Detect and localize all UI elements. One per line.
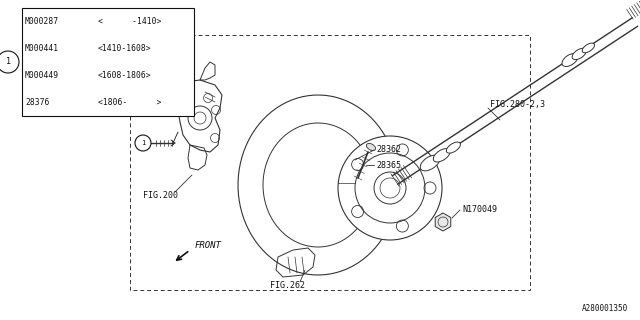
Text: 28362: 28362 bbox=[376, 146, 401, 155]
Text: M000287: M000287 bbox=[25, 17, 59, 26]
Text: N170049: N170049 bbox=[462, 205, 497, 214]
Text: 28365: 28365 bbox=[376, 161, 401, 170]
Text: 1: 1 bbox=[141, 140, 145, 146]
Text: M000441: M000441 bbox=[25, 44, 59, 53]
Text: FIG.280-2,3: FIG.280-2,3 bbox=[490, 100, 545, 109]
Text: <1608-1806>: <1608-1806> bbox=[98, 71, 152, 80]
Ellipse shape bbox=[562, 53, 578, 67]
Polygon shape bbox=[435, 213, 451, 231]
Text: <1806-      >: <1806- > bbox=[98, 98, 161, 107]
Bar bbox=[22, 8, 194, 116]
Ellipse shape bbox=[367, 143, 376, 151]
Text: 28376: 28376 bbox=[25, 98, 49, 107]
Text: 1: 1 bbox=[5, 58, 11, 67]
Ellipse shape bbox=[433, 148, 450, 162]
Text: FRONT: FRONT bbox=[195, 242, 222, 251]
Ellipse shape bbox=[420, 155, 440, 171]
Text: FIG.200: FIG.200 bbox=[143, 191, 178, 201]
Circle shape bbox=[338, 136, 442, 240]
Text: A280001350: A280001350 bbox=[582, 304, 628, 313]
Bar bbox=[130, 35, 530, 290]
Circle shape bbox=[0, 51, 19, 73]
Text: FIG.262: FIG.262 bbox=[270, 281, 305, 290]
Text: <      -1410>: < -1410> bbox=[98, 17, 161, 26]
Ellipse shape bbox=[572, 48, 586, 60]
Circle shape bbox=[135, 135, 151, 151]
Text: <1410-1608>: <1410-1608> bbox=[98, 44, 152, 53]
Ellipse shape bbox=[582, 43, 595, 53]
Text: M000449: M000449 bbox=[25, 71, 59, 80]
Ellipse shape bbox=[446, 142, 460, 153]
